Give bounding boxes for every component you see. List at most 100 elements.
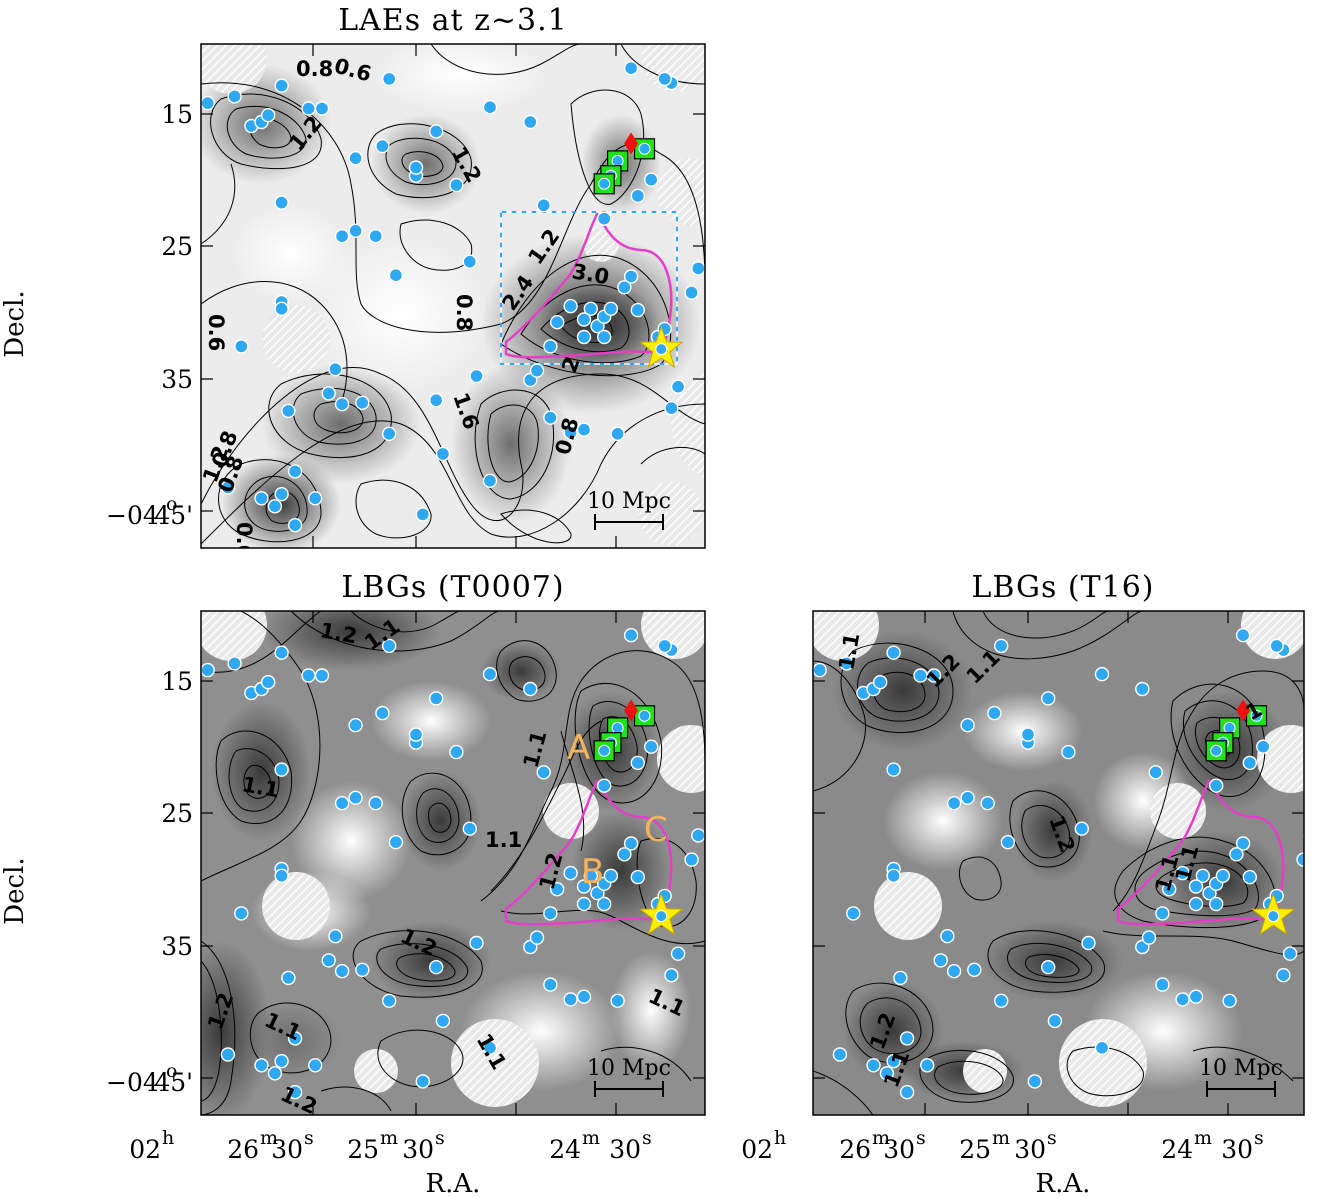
galaxy-point bbox=[866, 1058, 881, 1073]
galaxy-point bbox=[1074, 821, 1089, 836]
galaxy-point bbox=[201, 95, 215, 111]
galaxy-point bbox=[1000, 834, 1016, 850]
galaxy-point bbox=[334, 397, 350, 412]
galaxy-point bbox=[1188, 879, 1204, 894]
x-tick-label: 26 bbox=[227, 1135, 259, 1164]
galaxy-point bbox=[813, 662, 827, 678]
y-degree-sup: o bbox=[166, 1060, 177, 1082]
galaxy-point bbox=[260, 107, 276, 123]
galaxy-point bbox=[576, 422, 592, 437]
galaxy-point bbox=[657, 638, 672, 654]
galaxy-point bbox=[1276, 968, 1291, 983]
galaxy-point bbox=[274, 762, 289, 777]
x-axis-label: R.A. bbox=[1036, 1169, 1091, 1198]
galaxy-point bbox=[381, 993, 397, 1008]
galaxy-point bbox=[281, 403, 296, 419]
galaxy-point bbox=[234, 339, 249, 354]
galaxy-point bbox=[281, 970, 296, 986]
contour-label: 0.6 bbox=[204, 314, 228, 351]
galaxy-point bbox=[1040, 960, 1056, 975]
galaxy-point bbox=[462, 254, 477, 269]
galaxy-point bbox=[355, 395, 370, 410]
galaxy-point bbox=[415, 1074, 431, 1089]
galaxy-point bbox=[220, 1047, 236, 1062]
x-tick-label: 02 bbox=[129, 1135, 161, 1164]
galaxy-point bbox=[234, 906, 249, 921]
scale-bar: 10 Mpc bbox=[587, 489, 671, 530]
galaxy-point bbox=[428, 124, 444, 139]
galaxy-point bbox=[886, 645, 901, 660]
galaxy-point bbox=[543, 977, 558, 992]
galaxy-point bbox=[1155, 977, 1170, 992]
galaxy-point bbox=[1040, 691, 1056, 706]
density-contours bbox=[201, 611, 705, 1115]
galaxy-point bbox=[563, 992, 578, 1007]
x-tick-sup: h bbox=[162, 1127, 174, 1149]
galaxy-point bbox=[227, 89, 242, 104]
galaxy-point bbox=[597, 778, 612, 793]
galaxy-point bbox=[886, 1054, 901, 1069]
galaxy-point bbox=[1094, 667, 1110, 682]
galaxy-point bbox=[274, 78, 289, 93]
galaxy-point bbox=[274, 645, 289, 660]
contour-label: 0.6 bbox=[232, 522, 256, 559]
y-axis-label: Decl. bbox=[0, 857, 30, 924]
y-tick-label: 35 bbox=[161, 932, 193, 961]
galaxy-point bbox=[1175, 992, 1190, 1007]
x-tick-sup: s bbox=[304, 1127, 314, 1149]
x-tick-sup: s bbox=[1047, 1127, 1057, 1149]
galaxy-point bbox=[563, 425, 578, 440]
x-tick-label: 30 bbox=[609, 1135, 641, 1164]
galaxy-point bbox=[301, 668, 316, 683]
galaxy-point bbox=[993, 993, 1009, 1008]
galaxy-point bbox=[623, 61, 639, 76]
galaxy-point bbox=[597, 211, 612, 226]
galaxy-point bbox=[610, 426, 625, 441]
galaxy-point bbox=[536, 765, 551, 780]
x-tick-sup: s bbox=[916, 1127, 926, 1149]
galaxy-point bbox=[274, 1054, 289, 1069]
x-tick-sup: m bbox=[260, 1127, 278, 1149]
galaxy-point bbox=[328, 929, 343, 944]
galaxy-point bbox=[428, 393, 444, 408]
contour-label: 1.1 bbox=[485, 828, 522, 852]
galaxy-point bbox=[623, 836, 639, 851]
galaxy-point bbox=[274, 195, 289, 210]
panel-laes-title: LAEs at z~3.1 bbox=[338, 3, 568, 38]
galaxy-point bbox=[670, 379, 686, 394]
galaxy-point bbox=[449, 177, 464, 193]
galaxy-point bbox=[598, 177, 611, 190]
galaxy-point bbox=[1094, 1040, 1110, 1055]
galaxy-point bbox=[1081, 935, 1096, 951]
galaxy-point bbox=[583, 868, 598, 883]
contour-label: 0.8 bbox=[296, 57, 333, 81]
galaxy-point bbox=[886, 762, 901, 777]
galaxy-point bbox=[967, 962, 982, 977]
panel-lbgs-t16: LBGs (T16) bbox=[741, 570, 1305, 1198]
galaxy-point bbox=[919, 1058, 935, 1073]
galaxy-point bbox=[987, 705, 1002, 721]
scale-bar: 10 Mpc bbox=[587, 1056, 671, 1097]
galaxy-point bbox=[611, 721, 624, 734]
galaxy-point bbox=[543, 339, 558, 354]
galaxy-point bbox=[940, 929, 955, 944]
galaxy-point bbox=[408, 160, 424, 175]
galaxy-point bbox=[334, 964, 350, 979]
panel-lbgs-t0007: LBGs (T0007) bbox=[0, 570, 706, 1198]
x-tick-label: 30 bbox=[883, 1135, 915, 1164]
galaxy-point bbox=[314, 668, 330, 683]
galaxy-point bbox=[617, 847, 632, 862]
galaxy-point bbox=[1267, 910, 1280, 923]
galaxy-point bbox=[576, 989, 592, 1004]
x-tick-sup: h bbox=[774, 1127, 786, 1149]
galaxy-point bbox=[1209, 778, 1224, 793]
galaxy-point bbox=[583, 301, 598, 316]
galaxy-point bbox=[381, 638, 397, 654]
region-label-a: A bbox=[567, 728, 590, 768]
x-tick-label: 24 bbox=[1161, 1135, 1193, 1164]
galaxy-point bbox=[630, 302, 645, 318]
x-tick-label: 24 bbox=[549, 1135, 581, 1164]
galaxy-point bbox=[201, 662, 215, 678]
galaxy-point bbox=[638, 142, 651, 155]
ticks bbox=[201, 44, 705, 548]
